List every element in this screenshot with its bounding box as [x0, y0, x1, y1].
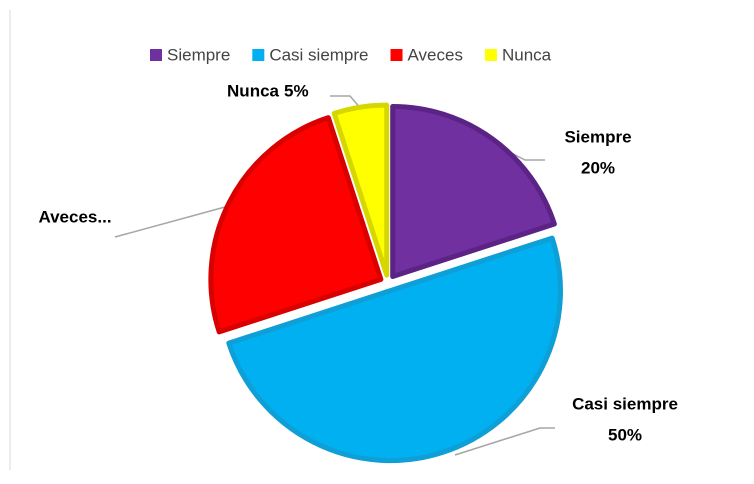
legend-label: Siempre	[167, 45, 230, 64]
data-label-value: 50%	[608, 425, 642, 444]
leader-line	[454, 427, 555, 456]
legend-swatch	[252, 49, 265, 61]
pie	[208, 102, 563, 463]
legend-swatch	[390, 49, 403, 61]
legend-swatch	[150, 49, 162, 61]
data-label-name: Casi siempre	[572, 394, 678, 413]
legend-label: Casi siempre	[269, 45, 368, 64]
legend-label: Nunca	[502, 45, 552, 64]
legend-label: Aveces	[408, 45, 463, 64]
pie-slice	[208, 115, 384, 335]
legend-swatch	[484, 49, 497, 61]
data-label-name: Aveces...	[38, 207, 111, 226]
data-label-value: 20%	[581, 158, 615, 177]
data-label-value: 5%	[284, 81, 309, 100]
data-label-name: Siempre	[564, 127, 631, 146]
pie-slice	[390, 104, 557, 280]
leader-line	[114, 206, 226, 238]
data-label-name: Nunca	[227, 81, 280, 100]
legend: Siempre Casi siempre Aveces Nunca	[150, 45, 552, 64]
data-labels: Siempre 20% Casi siempre 50% Aveces... Nunca 5…	[38, 81, 677, 444]
pie-slice	[331, 102, 390, 278]
pie-slice	[226, 235, 563, 463]
